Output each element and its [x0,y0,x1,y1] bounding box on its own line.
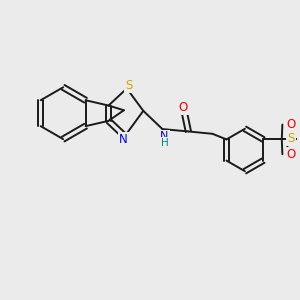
Text: O: O [179,101,188,114]
Text: N: N [119,133,128,146]
Text: H: H [160,138,168,148]
Text: O: O [287,148,296,161]
Text: O: O [287,118,296,130]
Text: S: S [125,79,132,92]
Text: S: S [287,132,295,145]
Text: N: N [160,130,169,141]
